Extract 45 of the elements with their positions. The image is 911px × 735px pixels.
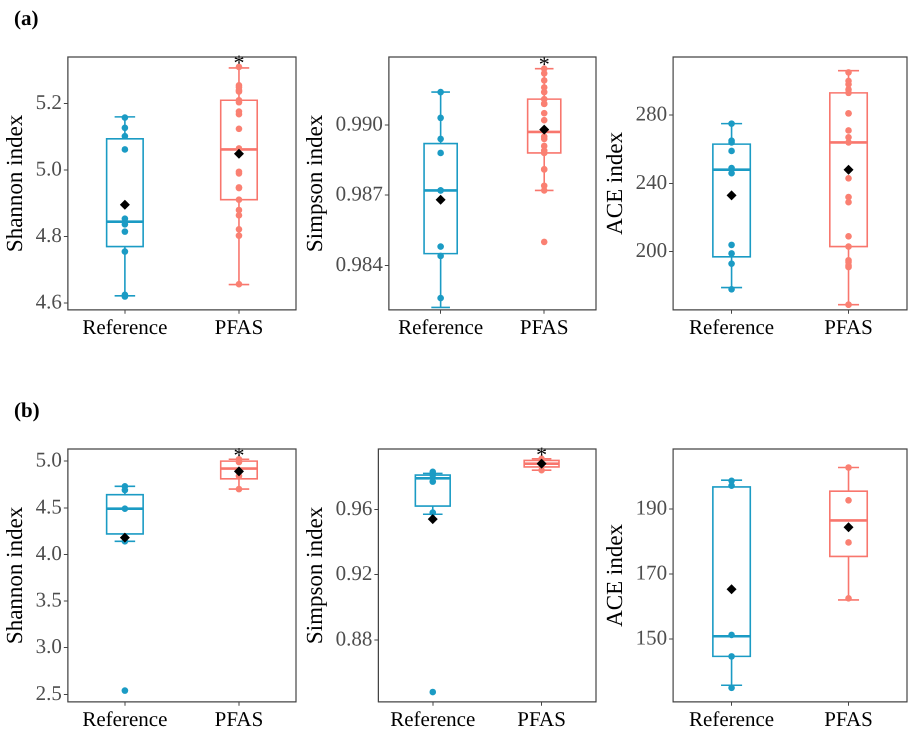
y-axis-title: Shannon index — [2, 114, 27, 252]
y-tick-label: 200 — [636, 238, 668, 262]
text: (b) — [14, 398, 40, 423]
y-tick-label: 0.92 — [336, 561, 372, 586]
y-axis-title: Simpson index — [302, 114, 327, 252]
y-tick-label: 4.5 — [36, 494, 62, 518]
y-tick-label: 5.0 — [36, 156, 62, 181]
y-tick-label: 150 — [636, 625, 668, 650]
annotation: * — [233, 50, 244, 75]
x-tick-label: Reference — [390, 706, 476, 731]
text: (a) — [14, 6, 38, 31]
y-tick-label: 2.5 — [36, 680, 62, 705]
x-tick-label: PFAS — [824, 706, 873, 731]
x-tick-label: Reference — [689, 706, 774, 731]
y-axis-title: Simpson index — [302, 506, 327, 644]
y-tick-label: 4.6 — [36, 290, 62, 314]
x-tick-label: Reference — [82, 314, 168, 339]
annotation: * — [538, 52, 550, 77]
y-tick-label: 4.0 — [36, 540, 62, 565]
annotation: * — [233, 442, 244, 468]
y-tick-label: 190 — [636, 496, 668, 520]
y-tick-label: 5.0 — [36, 448, 62, 472]
y-tick-label: 3.5 — [36, 588, 62, 612]
x-tick-label: PFAS — [824, 314, 873, 339]
y-tick-label: 240 — [636, 170, 668, 194]
y-tick-label: 5.2 — [36, 90, 62, 114]
y-tick-label: 0.88 — [336, 626, 372, 650]
x-tick-label: PFAS — [214, 314, 264, 339]
x-tick-label: Reference — [398, 314, 484, 339]
x-tick-label: Reference — [82, 706, 168, 731]
y-tick-label: 0.984 — [336, 252, 384, 276]
y-tick-label: 170 — [636, 560, 668, 584]
y-tick-label: 3.0 — [36, 634, 62, 658]
y-tick-label: 0.987 — [336, 182, 383, 206]
y-tick-label: 4.8 — [36, 223, 62, 248]
y-axis-title: ACE index — [602, 523, 627, 627]
y-tick-label: 280 — [636, 102, 668, 126]
x-tick-label: PFAS — [214, 706, 264, 731]
y-tick-label: 0.990 — [336, 111, 383, 136]
y-axis-title: ACE index — [602, 131, 627, 235]
y-tick-label: 0.96 — [336, 496, 372, 520]
x-tick-label: Reference — [689, 314, 774, 339]
y-axis-title: Shannon index — [2, 506, 27, 644]
x-tick-label: PFAS — [520, 314, 569, 339]
x-tick-label: PFAS — [517, 706, 566, 731]
